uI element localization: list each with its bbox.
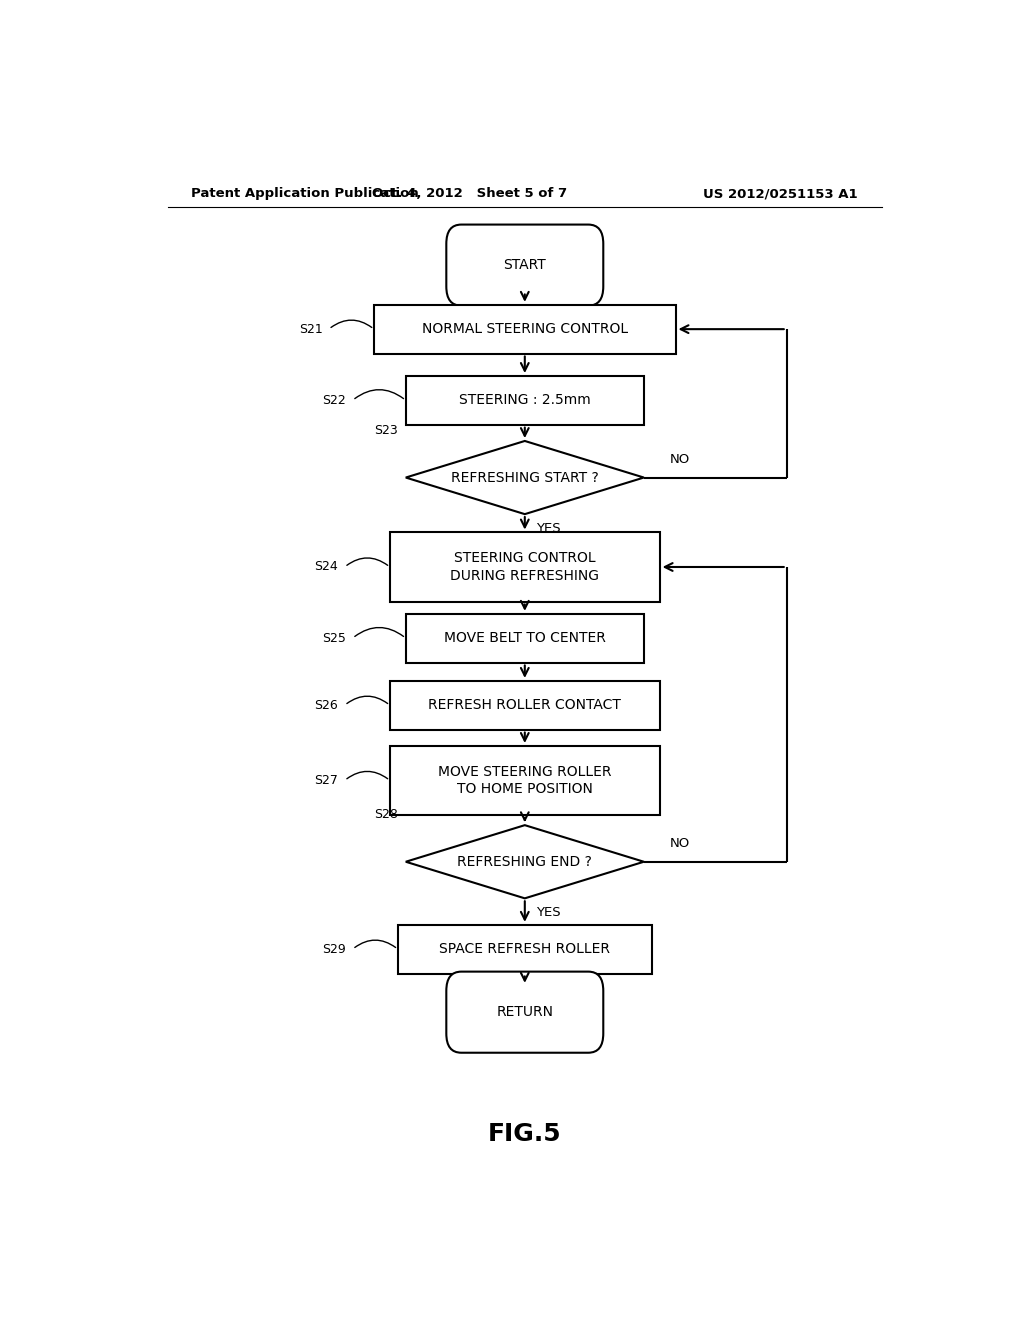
Text: STEERING : 2.5mm: STEERING : 2.5mm	[459, 393, 591, 408]
Text: S28: S28	[374, 808, 397, 821]
Text: Oct. 4, 2012   Sheet 5 of 7: Oct. 4, 2012 Sheet 5 of 7	[372, 187, 567, 201]
Text: S24: S24	[314, 561, 338, 573]
Text: MOVE BELT TO CENTER: MOVE BELT TO CENTER	[443, 631, 606, 645]
Text: NO: NO	[670, 837, 690, 850]
Text: SPACE REFRESH ROLLER: SPACE REFRESH ROLLER	[439, 942, 610, 956]
Bar	[390, 681, 659, 730]
Text: START: START	[504, 259, 546, 272]
Text: STEERING CONTROL
DURING REFRESHING: STEERING CONTROL DURING REFRESHING	[451, 552, 599, 582]
Bar	[397, 925, 651, 974]
Polygon shape	[406, 825, 644, 899]
Bar	[390, 532, 659, 602]
Text: REFRESHING END ?: REFRESHING END ?	[458, 855, 592, 869]
Text: Patent Application Publication: Patent Application Publication	[191, 187, 419, 201]
Text: S26: S26	[314, 698, 338, 711]
Bar	[374, 305, 676, 354]
Text: MOVE STEERING ROLLER
TO HOME POSITION: MOVE STEERING ROLLER TO HOME POSITION	[438, 764, 611, 796]
Text: REFRESHING START ?: REFRESHING START ?	[451, 470, 599, 484]
Text: YES: YES	[537, 521, 561, 535]
FancyBboxPatch shape	[446, 972, 603, 1053]
Polygon shape	[406, 441, 644, 515]
Text: S29: S29	[323, 942, 346, 956]
Text: NORMAL STEERING CONTROL: NORMAL STEERING CONTROL	[422, 322, 628, 337]
FancyBboxPatch shape	[446, 224, 603, 306]
Text: S27: S27	[314, 774, 338, 787]
Text: S21: S21	[299, 322, 323, 335]
Text: YES: YES	[537, 906, 561, 919]
Text: US 2012/0251153 A1: US 2012/0251153 A1	[703, 187, 858, 201]
Text: S22: S22	[323, 393, 346, 407]
Text: FIG.5: FIG.5	[488, 1122, 561, 1146]
Text: RETURN: RETURN	[497, 1005, 553, 1019]
Text: S25: S25	[323, 632, 346, 644]
Bar	[406, 376, 644, 425]
Bar	[390, 746, 659, 814]
Bar	[406, 614, 644, 663]
Text: REFRESH ROLLER CONTACT: REFRESH ROLLER CONTACT	[428, 698, 622, 713]
Text: S23: S23	[374, 424, 397, 437]
Text: NO: NO	[670, 453, 690, 466]
